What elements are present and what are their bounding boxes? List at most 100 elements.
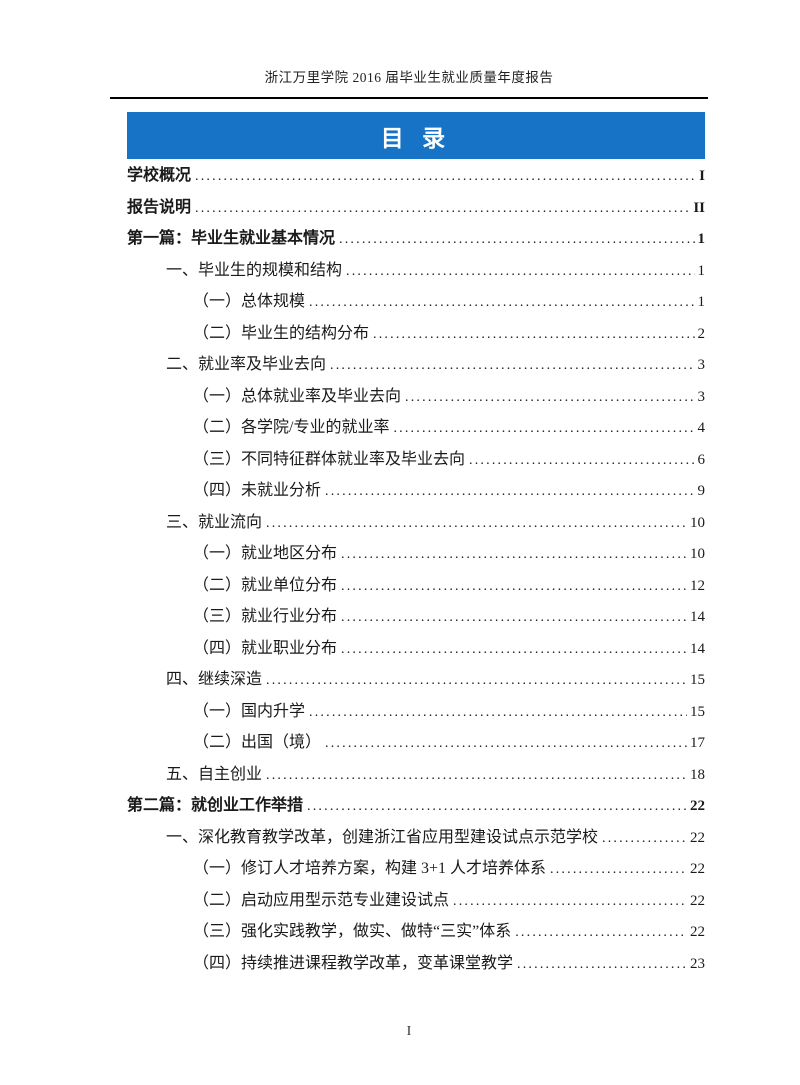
toc-entry: 第二篇：就创业工作举措 22 (127, 790, 705, 822)
toc-entry-page: 3 (697, 388, 706, 405)
toc-entry-title: 三、就业流向 (166, 513, 263, 531)
toc-entry-page: 4 (697, 420, 706, 436)
toc-entry: （一）就业地区分布 10 (127, 538, 705, 570)
toc-entry-title: （二）毕业生的结构分布 (193, 324, 370, 342)
toc-entry-page: 6 (697, 451, 706, 468)
toc-entry: （四）未就业分析 9 (127, 475, 705, 507)
toc-dot-leader (517, 948, 687, 981)
toc-entry-title: （一）国内升学 (193, 702, 306, 720)
toc-dot-leader (453, 885, 687, 918)
toc-entry-page: 12 (690, 577, 705, 594)
toc-dot-leader (195, 160, 696, 193)
toc-entry: 三、就业流向 10 (127, 507, 705, 539)
toc-entry-page: II (693, 199, 705, 216)
toc-entry-title: （四）持续推进课程教学改革，变革课堂教学 (193, 954, 514, 972)
toc-entry: （三）强化实践教学，做实、做特“三实”体系 22 (127, 916, 705, 948)
toc-entry-title: （四）就业职业分布 (193, 639, 338, 657)
toc-entry-title: 一、毕业生的规模和结构 (166, 261, 343, 279)
toc-entry-page: 2 (697, 325, 706, 342)
toc-dot-leader (325, 727, 687, 760)
toc-entry: 报告说明 II (127, 192, 705, 224)
toc-dot-leader (339, 223, 694, 256)
toc-entry-title: 二、就业率及毕业去向 (166, 356, 327, 373)
toc-entry-page: 10 (690, 514, 705, 531)
toc-dot-leader (330, 349, 694, 382)
toc-entry: （二）毕业生的结构分布 2 (127, 318, 705, 350)
toc-banner-title: 目 录 (380, 124, 452, 151)
toc-entry-page: 3 (697, 357, 706, 373)
toc-entry-page: 22 (690, 798, 705, 814)
toc-entry-page: 9 (697, 483, 706, 499)
toc-entry: 一、深化教育教学改革，创建浙江省应用型建设试点示范学校 22 (127, 822, 705, 854)
toc-entry-page: 18 (690, 766, 705, 783)
toc-entry-title: （二）就业单位分布 (193, 576, 338, 594)
toc-entry-page: 14 (690, 640, 705, 657)
toc-entry: （二）各学院/专业的就业率 4 (127, 412, 705, 444)
toc-dot-leader (341, 601, 687, 634)
page-header-title: 浙江万里学院 2016 届毕业生就业质量年度报告 (264, 70, 554, 85)
toc-dot-leader (393, 412, 694, 445)
toc-dot-leader (602, 822, 687, 855)
toc-entry-page: 22 (690, 861, 705, 877)
toc-entry: 学校概况 I (127, 160, 705, 192)
toc-entry-page: 22 (690, 829, 705, 846)
toc-entry-title: （二）出国（境） (193, 734, 322, 751)
header-rule (110, 97, 708, 99)
toc-entry: （二）启动应用型示范专业建设试点 22 (127, 885, 705, 917)
toc-entry-title: 报告说明 (127, 198, 192, 216)
toc-entry: （二）就业单位分布 12 (127, 570, 705, 602)
toc-entry-title: 学校概况 (127, 167, 192, 184)
toc-entry-title: （一）总体就业率及毕业去向 (193, 387, 402, 405)
toc-dot-leader (515, 916, 687, 949)
toc-entry-title: 五、自主创业 (166, 765, 263, 783)
toc-entry-title: （三）不同特征群体就业率及毕业去向 (193, 450, 466, 468)
toc-entry: （三）不同特征群体就业率及毕业去向 6 (127, 444, 705, 476)
toc-entry: （一）总体规模 1 (127, 286, 705, 318)
toc-entry-title: （一）修订人才培养方案，构建 3+1 人才培养体系 (193, 860, 547, 877)
toc-dot-leader (309, 696, 687, 729)
toc-dot-leader (266, 507, 687, 540)
toc-entry-title: （一）就业地区分布 (193, 545, 338, 562)
toc-dot-leader (195, 192, 690, 225)
toc-entry: 第一篇：毕业生就业基本情况 1 (127, 223, 705, 255)
toc-entry-page: 10 (690, 546, 705, 562)
toc-entry-title: 第一篇：毕业生就业基本情况 (127, 230, 336, 247)
toc-list: 学校概况I报告说明II第一篇：毕业生就业基本情况1一、毕业生的规模和结构1（一）… (127, 160, 705, 979)
toc-entry: （一）修订人才培养方案，构建 3+1 人才培养体系 22 (127, 853, 705, 885)
toc-dot-leader (341, 538, 687, 571)
toc-entry: （一）国内升学 15 (127, 696, 705, 728)
toc-entry-page: 22 (690, 892, 705, 909)
page-footer: I (110, 1024, 708, 1040)
toc-dot-leader (266, 664, 687, 697)
toc-entry-page: 1 (697, 294, 706, 310)
toc-entry-title: 第二篇：就创业工作举措 (127, 797, 304, 814)
toc-entry-page: 15 (690, 672, 705, 688)
toc-dot-leader (341, 570, 687, 603)
toc-entry: （四）持续推进课程教学改革，变革课堂教学 23 (127, 948, 705, 980)
toc-entry-page: 1 (697, 262, 706, 279)
toc-entry: （三）就业行业分布 14 (127, 601, 705, 633)
toc-dot-leader (341, 633, 687, 666)
toc-dot-leader (550, 853, 687, 886)
toc-dot-leader (266, 759, 687, 792)
toc-entry-title: （四）未就业分析 (193, 482, 322, 499)
toc-entry: （一）总体就业率及毕业去向 3 (127, 381, 705, 413)
toc-entry-title: （二）各学院/专业的就业率 (193, 419, 390, 436)
toc-dot-leader (307, 790, 687, 823)
toc-entry-title: （一）总体规模 (193, 293, 306, 310)
toc-banner: 目 录 (127, 112, 705, 159)
toc-entry: （四）就业职业分布 14 (127, 633, 705, 665)
toc-dot-leader (325, 475, 694, 508)
toc-entry-page: 1 (697, 231, 706, 247)
toc-entry-page: 14 (690, 609, 705, 625)
toc-entry-page: 23 (690, 955, 705, 972)
toc-entry-page: 22 (690, 924, 705, 940)
toc-entry: 四、继续深造 15 (127, 664, 705, 696)
toc-entry-title: （三）就业行业分布 (193, 608, 338, 625)
toc-entry: 五、自主创业 18 (127, 759, 705, 791)
toc-entry: 二、就业率及毕业去向 3 (127, 349, 705, 381)
footer-page-number: I (406, 1024, 412, 1039)
toc-entry-title: （三）强化实践教学，做实、做特“三实”体系 (193, 923, 512, 940)
toc-entry-title: 四、继续深造 (166, 671, 263, 688)
